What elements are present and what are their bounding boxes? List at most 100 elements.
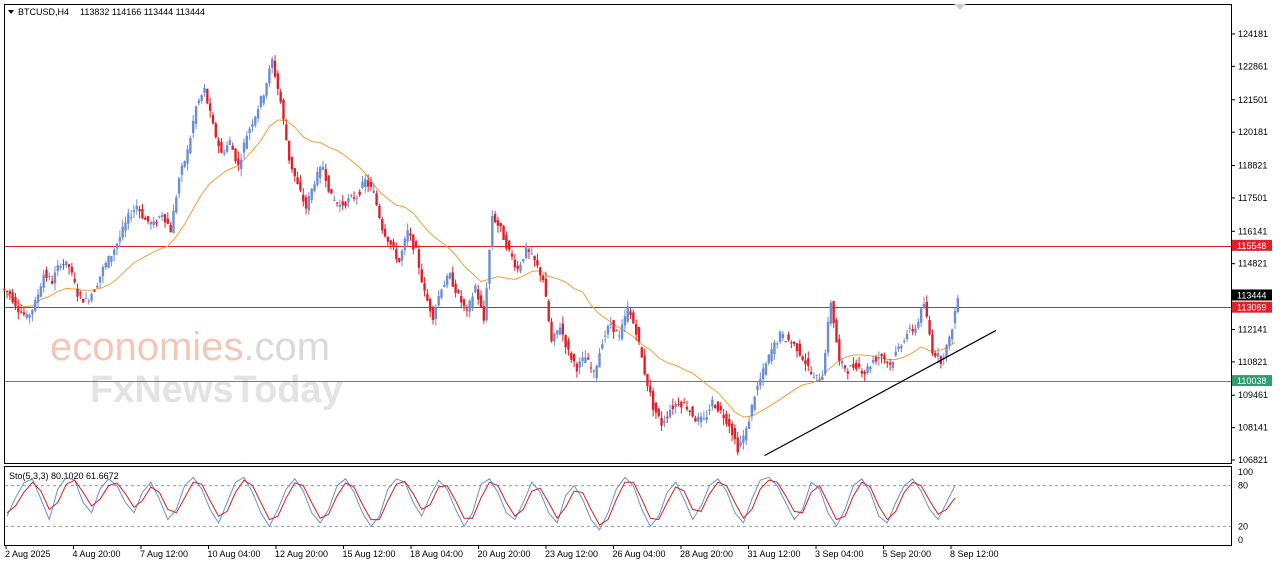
watermark: economies.com FxNewsToday (50, 325, 343, 411)
bear-candle (378, 203, 381, 220)
bear-candle (324, 163, 328, 188)
stochastic-main-line (6, 476, 956, 531)
bull-candle (530, 246, 533, 255)
bull-candle (821, 370, 824, 381)
bear-candle (22, 307, 26, 317)
bear-candle (383, 223, 387, 238)
bear-candle (296, 171, 299, 185)
support-trendline[interactable] (764, 329, 997, 457)
bull-candle (866, 363, 869, 375)
bear-candle (716, 400, 720, 413)
bear-candle (67, 263, 71, 275)
time-tick-label: 23 Aug 12:00 (545, 549, 598, 559)
bear-candle (454, 279, 457, 298)
bear-candle (45, 266, 48, 282)
bear-candle (835, 317, 838, 343)
bull-candle (372, 183, 375, 194)
bull-candle (871, 355, 875, 365)
bull-candle (443, 280, 446, 288)
time-tick-label: 15 Aug 12:00 (343, 549, 396, 559)
bull-candle (84, 291, 88, 300)
stochastic-signal-line (6, 479, 956, 526)
bear-candle (282, 98, 285, 125)
bull-candle (900, 343, 903, 353)
price-tick-label: 121501 (1238, 95, 1268, 105)
bear-candle (713, 403, 717, 409)
bear-candle (366, 174, 370, 193)
bull-candle (437, 290, 440, 309)
bull-candle (313, 180, 316, 193)
price-tick-label: 118821 (1238, 161, 1267, 171)
bull-candle (818, 373, 821, 382)
bear-candle (544, 271, 548, 297)
bull-candle (189, 135, 192, 155)
bear-candle (70, 262, 74, 276)
bear-candle (787, 331, 790, 342)
bull-candle (440, 288, 443, 300)
scroll-marker-icon[interactable] (954, 4, 966, 10)
bear-candle (567, 337, 570, 356)
bull-candle (618, 329, 621, 341)
bull-candle (197, 98, 201, 106)
bear-candle (632, 309, 635, 325)
bull-candle (355, 195, 359, 205)
bull-candle (908, 323, 912, 334)
bear-candle (855, 359, 858, 372)
bear-candle (423, 277, 426, 297)
bull-candle (894, 345, 897, 358)
bull-candle (897, 342, 900, 352)
bull-candle (584, 350, 587, 364)
bear-candle (784, 340, 787, 343)
bear-candle (685, 400, 689, 412)
bear-candle (516, 260, 519, 273)
bull-candle (750, 404, 754, 421)
bear-candle (725, 410, 728, 427)
bull-candle (891, 361, 895, 372)
bull-candle (824, 349, 827, 376)
bear-candle (643, 348, 646, 376)
symbol-menu-icon[interactable] (8, 10, 14, 14)
bull-candle (192, 115, 195, 139)
bull-candle (90, 292, 93, 303)
bear-candle (389, 239, 392, 249)
bull-candle (922, 296, 926, 309)
bear-candle (302, 188, 305, 207)
bear-candle (541, 274, 545, 283)
bear-candle (327, 175, 330, 193)
bull-candle (347, 193, 350, 208)
bull-candle (434, 304, 438, 326)
bear-candle (276, 70, 280, 96)
bear-candle (214, 121, 217, 139)
bull-candle (310, 187, 313, 204)
indicator-label: Sto(5,3,3) 80.1020 61.6672 (9, 471, 119, 481)
bull-candle (471, 292, 474, 311)
bull-candle (350, 193, 353, 198)
time-tick-label: 31 Aug 12:00 (748, 549, 801, 559)
bull-candle (98, 276, 102, 288)
bull-candle (919, 307, 923, 328)
bull-candle (124, 216, 127, 238)
bull-candle (747, 416, 751, 430)
time-axis[interactable]: 2 Aug 2025 4 Aug 20:00 7 Aug 12:00 10 Aug 0… (5, 545, 999, 559)
bear-candle (392, 238, 395, 251)
bull-candle (307, 192, 311, 215)
bull-candle (759, 372, 762, 390)
bear-candle (465, 304, 469, 317)
time-tick-label: 2 Aug 2025 (5, 549, 51, 559)
bull-candle (262, 94, 265, 106)
bull-candle (753, 395, 756, 412)
price-tick-label: 124181 (1238, 29, 1268, 39)
bull-candle (129, 209, 133, 223)
bull-candle (826, 316, 830, 357)
bear-candle (629, 307, 632, 320)
price-tick-label: 116141 (1238, 226, 1267, 236)
bear-candle (928, 315, 931, 336)
time-tick-label: 10 Aug 04:00 (208, 549, 261, 559)
bear-candle (539, 266, 542, 283)
price-axis[interactable]: 124181 122861 121501 120181 118821 117501 1161… (1231, 29, 1268, 465)
price-badge-level-low (1232, 375, 1272, 387)
bear-candle (682, 398, 686, 404)
bull-candle (903, 338, 906, 344)
bull-candle (87, 298, 91, 305)
bull-candle (598, 347, 601, 368)
